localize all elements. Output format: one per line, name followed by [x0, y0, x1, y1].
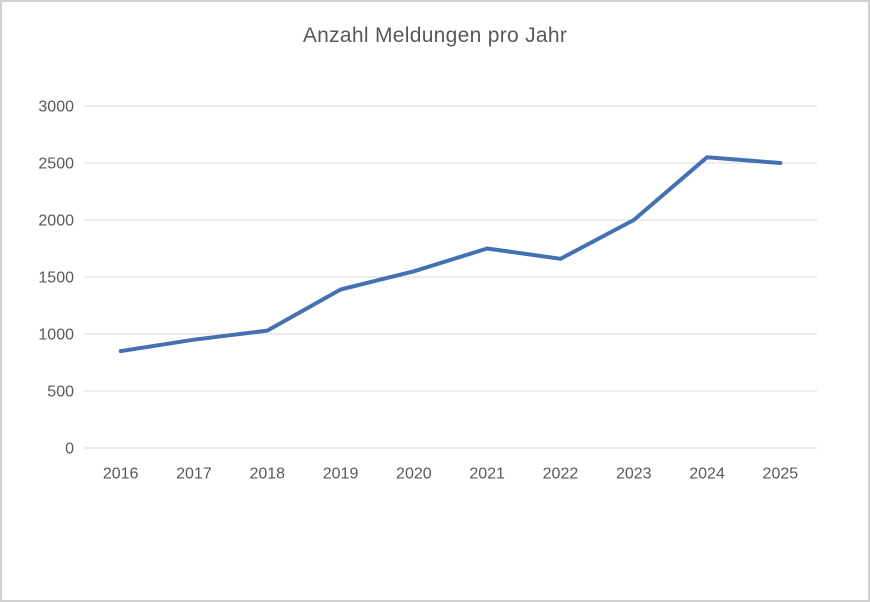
x-tick-label: 2023	[616, 466, 652, 483]
x-tick-label: 2017	[176, 466, 212, 483]
y-tick-label: 0	[65, 441, 74, 458]
x-tick-label: 2016	[103, 466, 139, 483]
x-tick-label: 2021	[469, 466, 505, 483]
y-tick-label: 500	[47, 384, 74, 401]
y-tick-label: 2500	[38, 156, 74, 173]
y-tick-label: 1500	[38, 270, 74, 287]
y-tick-label: 3000	[38, 99, 74, 116]
x-tick-label: 2019	[323, 466, 359, 483]
x-tick-label: 2025	[763, 466, 799, 483]
x-tick-label: 2024	[689, 466, 725, 483]
x-tick-label: 2022	[543, 466, 579, 483]
x-tick-label: 2020	[396, 466, 432, 483]
chart-title: Anzahl Meldungen pro Jahr	[302, 24, 568, 47]
y-tick-label: 1000	[38, 327, 74, 344]
y-tick-label: 2000	[38, 213, 74, 230]
series-line	[118, 155, 783, 354]
x-tick-label: 2018	[249, 466, 285, 483]
